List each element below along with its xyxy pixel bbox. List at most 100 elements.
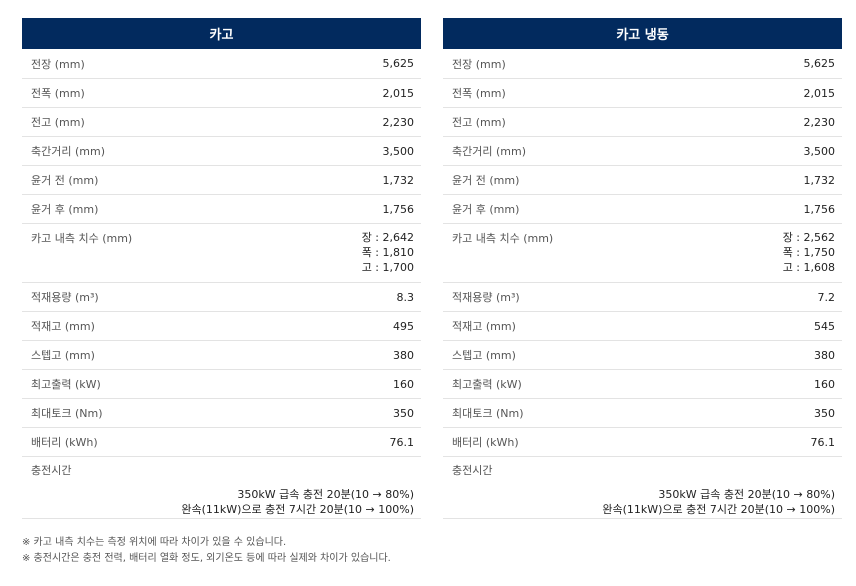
spec-value: 2,230 (382, 115, 415, 129)
spec-row-height: 전고 (mm) 2,230 (22, 108, 421, 137)
spec-row-load-volume: 적재용량 (m³) 7.2 (443, 283, 842, 312)
spec-value: 545 (814, 319, 835, 333)
spec-label: 적재고 (mm) (31, 320, 95, 333)
spec-label: 최고출력 (kW) (31, 378, 101, 391)
spec-value: 1,732 (803, 173, 836, 187)
spec-row-load-volume: 적재용량 (m³) 8.3 (22, 283, 421, 312)
spec-row-max-torque: 최대토크 (Nm) 350 (22, 399, 421, 428)
spec-value: 8.3 (396, 290, 415, 304)
cargo-height: 고 : 1,608 (782, 261, 835, 274)
spec-value: 2,015 (803, 86, 836, 100)
spec-label: 적재고 (mm) (452, 320, 516, 333)
spec-label: 전고 (mm) (452, 116, 506, 129)
spec-row-front-track: 윤거 전 (mm) 1,732 (443, 166, 842, 195)
spec-row-width: 전폭 (mm) 2,015 (22, 79, 421, 108)
spec-row-max-power: 최고출력 (kW) 160 (443, 370, 842, 399)
spec-label: 최고출력 (kW) (452, 378, 522, 391)
fast-charge-time: 350kW 급속 충전 20분(10 → 80%) (237, 488, 414, 501)
table-header: 카고 (22, 18, 421, 49)
spec-row-load-height: 적재고 (mm) 545 (443, 312, 842, 341)
spec-value: 1,756 (803, 202, 836, 216)
spec-label: 충전시간 (452, 464, 493, 477)
spec-value: 1,756 (382, 202, 415, 216)
spec-row-rear-track: 윤거 후 (mm) 1,756 (22, 195, 421, 224)
spec-value: 160 (393, 377, 414, 391)
spec-row-charging-time: 충전시간 350kW 급속 충전 20분(10 → 80%) 완속(11kW)으… (22, 457, 421, 519)
spec-row-length: 전장 (mm) 5,625 (22, 49, 421, 79)
spec-label: 적재용량 (m³) (31, 291, 99, 304)
cargo-length: 장 : 2,642 (361, 231, 414, 244)
spec-label: 스텝고 (mm) (31, 349, 95, 362)
spec-label: 윤거 전 (mm) (31, 174, 99, 187)
spec-value: 380 (393, 348, 414, 362)
cargo-dimension-values: 장 : 2,562 폭 : 1,750 고 : 1,608 (783, 230, 835, 275)
spec-value: 5,625 (382, 57, 415, 70)
spec-row-step-height: 스텝고 (mm) 380 (22, 341, 421, 370)
spec-row-width: 전폭 (mm) 2,015 (443, 79, 842, 108)
spec-label: 윤거 후 (mm) (31, 203, 99, 216)
spec-value: 495 (393, 319, 414, 333)
table-header: 카고 냉동 (443, 18, 842, 49)
spec-value: 2,015 (382, 86, 415, 100)
spec-value: 3,500 (803, 144, 836, 158)
spec-value: 350 (814, 406, 835, 420)
spec-row-load-height: 적재고 (mm) 495 (22, 312, 421, 341)
spec-value: 380 (814, 348, 835, 362)
spec-row-battery: 배터리 (kWh) 76.1 (22, 428, 421, 457)
spec-row-charging-time: 충전시간 350kW 급속 충전 20분(10 → 80%) 완속(11kW)으… (443, 457, 842, 519)
spec-table-refrigerated-cargo: 카고 냉동 전장 (mm) 5,625 전폭 (mm) 2,015 전고 (mm… (443, 18, 842, 519)
slow-charge-time: 완속(11kW)으로 충전 7시간 20분(10 → 100%) (181, 503, 414, 516)
fast-charge-time: 350kW 급속 충전 20분(10 → 80%) (658, 488, 835, 501)
footnote-charging-time: ※ 충전시간은 충전 전력, 배터리 열화 정도, 외기온도 등에 따라 실제와… (22, 553, 391, 564)
spec-row-cargo-dimensions: 카고 내측 치수 (mm) 장 : 2,562 폭 : 1,750 고 : 1,… (443, 224, 842, 283)
spec-label: 스텝고 (mm) (452, 349, 516, 362)
charging-time-values: 350kW 급속 충전 20분(10 → 80%) 완속(11kW)으로 충전 … (31, 487, 414, 517)
cargo-dimension-values: 장 : 2,642 폭 : 1,810 고 : 1,700 (362, 230, 414, 275)
spec-row-length: 전장 (mm) 5,625 (443, 49, 842, 79)
spec-table-cargo: 카고 전장 (mm) 5,625 전폭 (mm) 2,015 전고 (mm) 2… (22, 18, 421, 519)
spec-value: 76.1 (389, 435, 415, 449)
spec-value: 160 (814, 377, 835, 391)
spec-row-wheelbase: 축간거리 (mm) 3,500 (443, 137, 842, 166)
spec-value: 3,500 (382, 144, 415, 158)
spec-value: 2,230 (803, 115, 836, 129)
spec-label: 윤거 후 (mm) (452, 203, 520, 216)
spec-label: 배터리 (kWh) (31, 436, 98, 449)
spec-label: 전폭 (mm) (31, 87, 85, 100)
spec-label: 카고 내측 치수 (mm) (452, 232, 554, 245)
spec-row-max-power: 최고출력 (kW) 160 (22, 370, 421, 399)
spec-value: 350 (393, 406, 414, 420)
spec-row-max-torque: 최대토크 (Nm) 350 (443, 399, 842, 428)
spec-row-battery: 배터리 (kWh) 76.1 (443, 428, 842, 457)
cargo-length: 장 : 2,562 (782, 231, 835, 244)
spec-label: 배터리 (kWh) (452, 436, 519, 449)
charging-time-values: 350kW 급속 충전 20분(10 → 80%) 완속(11kW)으로 충전 … (452, 487, 835, 517)
footnote-cargo-dimensions: ※ 카고 내측 치수는 측정 위치에 따라 차이가 있을 수 있습니다. (22, 537, 287, 548)
spec-label: 최대토크 (Nm) (31, 407, 103, 420)
spec-row-front-track: 윤거 전 (mm) 1,732 (22, 166, 421, 195)
spec-value: 76.1 (810, 435, 836, 449)
spec-label: 윤거 전 (mm) (452, 174, 520, 187)
cargo-height: 고 : 1,700 (361, 261, 414, 274)
spec-value: 7.2 (817, 290, 836, 304)
spec-label: 적재용량 (m³) (452, 291, 520, 304)
spec-row-cargo-dimensions: 카고 내측 치수 (mm) 장 : 2,642 폭 : 1,810 고 : 1,… (22, 224, 421, 283)
cargo-width: 폭 : 1,810 (361, 246, 414, 259)
spec-label: 전폭 (mm) (452, 87, 506, 100)
spec-value: 1,732 (382, 173, 415, 187)
spec-label: 최대토크 (Nm) (452, 407, 524, 420)
spec-value: 5,625 (803, 57, 836, 70)
footnotes: ※ 카고 내측 치수는 측정 위치에 따라 차이가 있을 수 있습니다. ※ 충… (22, 535, 391, 567)
spec-row-rear-track: 윤거 후 (mm) 1,756 (443, 195, 842, 224)
spec-row-wheelbase: 축간거리 (mm) 3,500 (22, 137, 421, 166)
slow-charge-time: 완속(11kW)으로 충전 7시간 20분(10 → 100%) (602, 503, 835, 516)
spec-label: 축간거리 (mm) (31, 145, 105, 158)
spec-row-height: 전고 (mm) 2,230 (443, 108, 842, 137)
spec-row-step-height: 스텝고 (mm) 380 (443, 341, 842, 370)
spec-label: 축간거리 (mm) (452, 145, 526, 158)
spec-label: 전장 (mm) (452, 57, 506, 71)
spec-label: 전장 (mm) (31, 57, 85, 71)
cargo-width: 폭 : 1,750 (782, 246, 835, 259)
spec-label: 전고 (mm) (31, 116, 85, 129)
